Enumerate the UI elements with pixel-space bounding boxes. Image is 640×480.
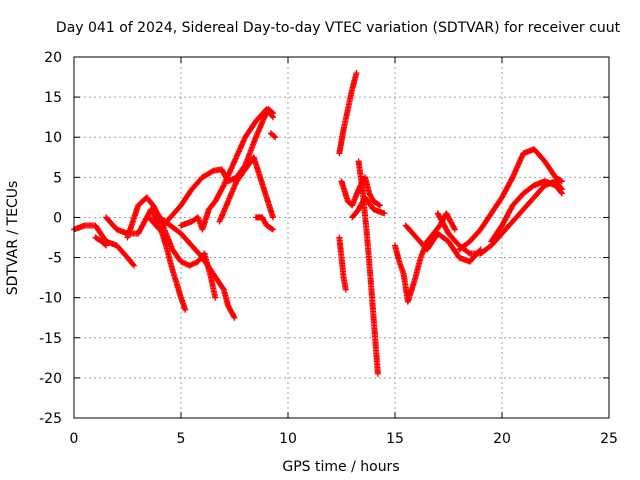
data-series-track-2: [92, 234, 110, 249]
data-point-markers: [267, 130, 279, 141]
data-series-track-7: [178, 106, 276, 233]
x-tick-label: 0: [70, 431, 79, 447]
data-point-markers: [355, 158, 381, 377]
data-point-markers: [156, 214, 238, 321]
data-series-track-15: [349, 194, 388, 221]
data-series-track-9: [252, 214, 276, 233]
data-point-markers: [456, 146, 565, 253]
y-tick-label: 20: [44, 50, 62, 66]
plot-frame: [73, 56, 610, 419]
x-tick-label: 5: [177, 431, 186, 447]
data-series-track-4: [124, 194, 219, 301]
data-series-track-19: [456, 146, 565, 253]
data-point-markers: [216, 154, 276, 225]
data-layer: [71, 70, 565, 377]
y-tick-label: 5: [53, 170, 62, 186]
data-series-track-12: [336, 234, 349, 293]
axes-layer: 0 5 10 15 20 25 20 15 10 5 0 -5 -10 -15 -20 -25: [39, 50, 618, 447]
grid-layer: [74, 57, 609, 418]
data-point-markers: [103, 206, 189, 313]
data-series-track-10: [267, 130, 279, 141]
data-point-markers: [252, 214, 276, 233]
data-series-track-3: [103, 206, 189, 313]
y-tick-label: -25: [39, 411, 62, 427]
y-axis-title: SDTVAR / TECUs: [5, 181, 21, 296]
y-tick-label: -10: [39, 291, 62, 307]
y-tick-label: -20: [39, 371, 62, 387]
data-series-track-20: [488, 178, 565, 245]
y-tick-label: -5: [48, 251, 62, 267]
data-point-markers: [392, 210, 458, 305]
data-point-markers: [402, 222, 484, 265]
data-point-markers: [92, 234, 110, 249]
data-point-markers: [336, 70, 360, 157]
chart-title: Day 041 of 2024, Sidereal Day-to-day VTE…: [56, 20, 621, 36]
data-point-markers: [178, 106, 276, 233]
data-series-track-6: [156, 214, 238, 321]
data-series-track-17: [402, 222, 484, 265]
data-point-markers: [124, 194, 219, 301]
y-tick-label: 10: [44, 130, 62, 146]
data-series-track-8: [216, 154, 276, 225]
y-tick-label: -15: [39, 331, 62, 347]
y-tick-label: 15: [44, 90, 62, 106]
x-tick-label: 15: [386, 431, 404, 447]
y-tick-label: 0: [53, 210, 62, 226]
x-tick-label: 25: [600, 431, 618, 447]
data-point-markers: [336, 234, 349, 293]
x-tick-label: 20: [493, 431, 511, 447]
data-series-track-16: [392, 210, 458, 305]
x-axis-title: GPS time / hours: [282, 459, 399, 475]
data-series-track-14: [355, 158, 381, 377]
data-point-markers: [488, 178, 565, 245]
data-series-track-11: [336, 70, 360, 157]
x-tick-label: 10: [279, 431, 297, 447]
data-point-markers: [349, 194, 388, 221]
